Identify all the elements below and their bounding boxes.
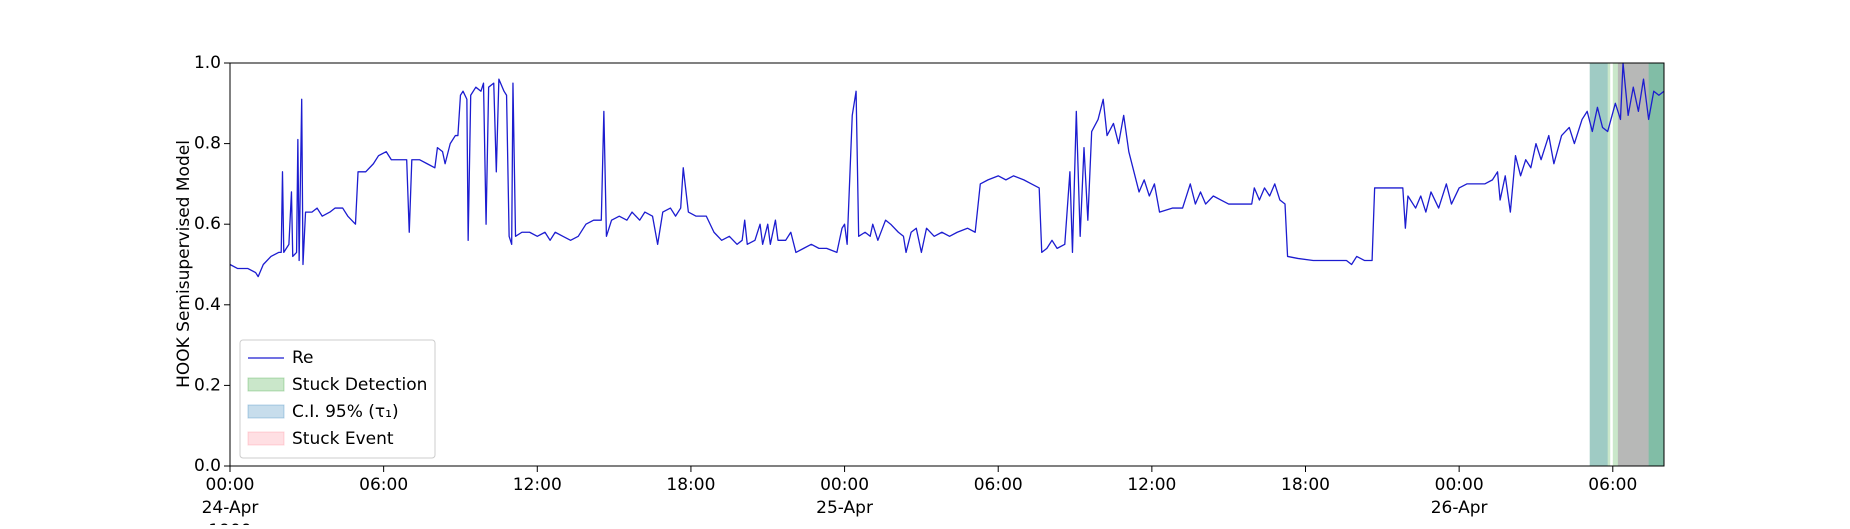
legend-box xyxy=(239,339,436,459)
region-span xyxy=(1589,63,1611,466)
series-line xyxy=(229,62,1665,278)
x-tick-label: 00:00 26-Apr xyxy=(1431,475,1488,518)
y-tick-label: 0.0 xyxy=(194,456,221,476)
x-tick-label: 12:00 xyxy=(1127,475,1176,495)
legend-swatch xyxy=(247,404,285,419)
y-tick-label: 0.6 xyxy=(194,214,221,234)
region-span xyxy=(1617,63,1649,466)
x-tick-label: 18:00 xyxy=(666,475,715,495)
region-span xyxy=(1617,63,1664,466)
x-tick-label: 06:00 xyxy=(359,475,408,495)
region-span xyxy=(1589,63,1608,466)
y-tick-label: 0.2 xyxy=(194,375,221,395)
x-tick-label: 00:00 25-Apr xyxy=(816,475,873,518)
legend-label: Stuck Event xyxy=(292,429,394,449)
y-tick-label: 0.4 xyxy=(194,295,221,315)
x-tick-label: 12:00 xyxy=(513,475,562,495)
y-tick-label: 1.0 xyxy=(194,53,221,73)
y-tick-label: 0.8 xyxy=(194,134,221,154)
y-axis-label: HOOK Semisupervised Model xyxy=(174,140,194,388)
x-tick-label: 18:00 xyxy=(1281,475,1330,495)
x-tick-label: 06:00 xyxy=(974,475,1023,495)
legend-label: Stuck Detection xyxy=(292,375,427,395)
legend-label: C.I. 95% (τ₁) xyxy=(292,402,399,422)
region-span xyxy=(1612,63,1664,466)
legend-swatch xyxy=(247,431,285,446)
x-tick-label: 06:00 xyxy=(1588,475,1637,495)
plot-frame xyxy=(229,62,1665,467)
legend-label: Re xyxy=(292,348,314,368)
region-span xyxy=(1648,63,1664,466)
legend-swatch xyxy=(247,377,285,392)
